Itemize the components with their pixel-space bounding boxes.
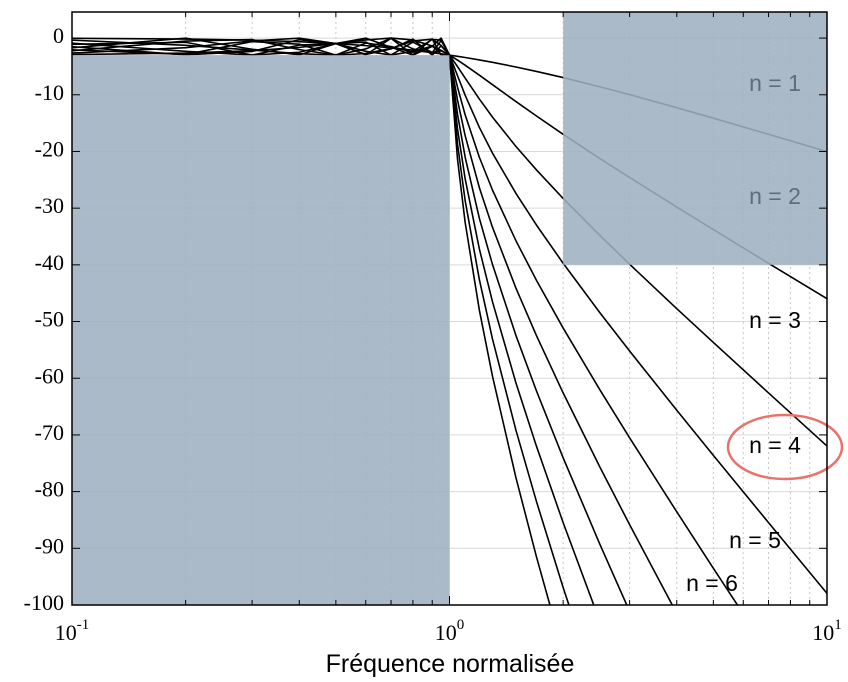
series-line	[72, 37, 551, 605]
y-tick-label: -100	[24, 590, 64, 615]
series-label: n = 5	[729, 527, 781, 553]
y-tick-label: -60	[35, 363, 64, 388]
x-tick-label: 10-1	[55, 617, 90, 645]
shaded-region	[563, 12, 827, 265]
highlight-circle	[726, 413, 844, 481]
series-line	[72, 38, 628, 605]
y-tick-label: -70	[35, 420, 64, 445]
x-tick-exponent: 0	[457, 617, 465, 633]
x-tick-exponent: 1	[834, 617, 842, 633]
x-tick-base: 10	[435, 620, 457, 645]
y-tick-label: -10	[35, 80, 64, 105]
y-tick-label: -90	[35, 533, 64, 558]
y-tick-label: -30	[35, 193, 64, 218]
x-tick-base: 10	[55, 620, 77, 645]
regions	[72, 12, 827, 605]
series-line	[72, 37, 739, 605]
y-tick-label: -40	[35, 250, 64, 275]
x-tick-label: 101	[812, 617, 842, 645]
shaded-region	[72, 55, 450, 605]
y-tick-label: 0	[53, 23, 64, 48]
series-label: n = 1	[749, 70, 801, 96]
labels: n = 1 n = 2 n = 3 n = 4 n = 5 n = 6	[686, 70, 801, 596]
x-tick-base: 10	[812, 620, 834, 645]
y-tick-label: -20	[35, 137, 64, 162]
series-label: n = 2	[749, 183, 801, 209]
series-label: n = 6	[686, 570, 738, 596]
y-tick-label: -80	[35, 477, 64, 502]
series-line	[72, 37, 595, 605]
x-tick-exponent: -1	[77, 617, 90, 633]
series-label: n = 3	[749, 307, 801, 333]
x-axis-label: Fréquence normalisée	[326, 650, 575, 678]
x-tick-label: 100	[435, 617, 465, 645]
y-tick-label: -50	[35, 307, 64, 332]
series-label: n = 4	[749, 432, 801, 458]
